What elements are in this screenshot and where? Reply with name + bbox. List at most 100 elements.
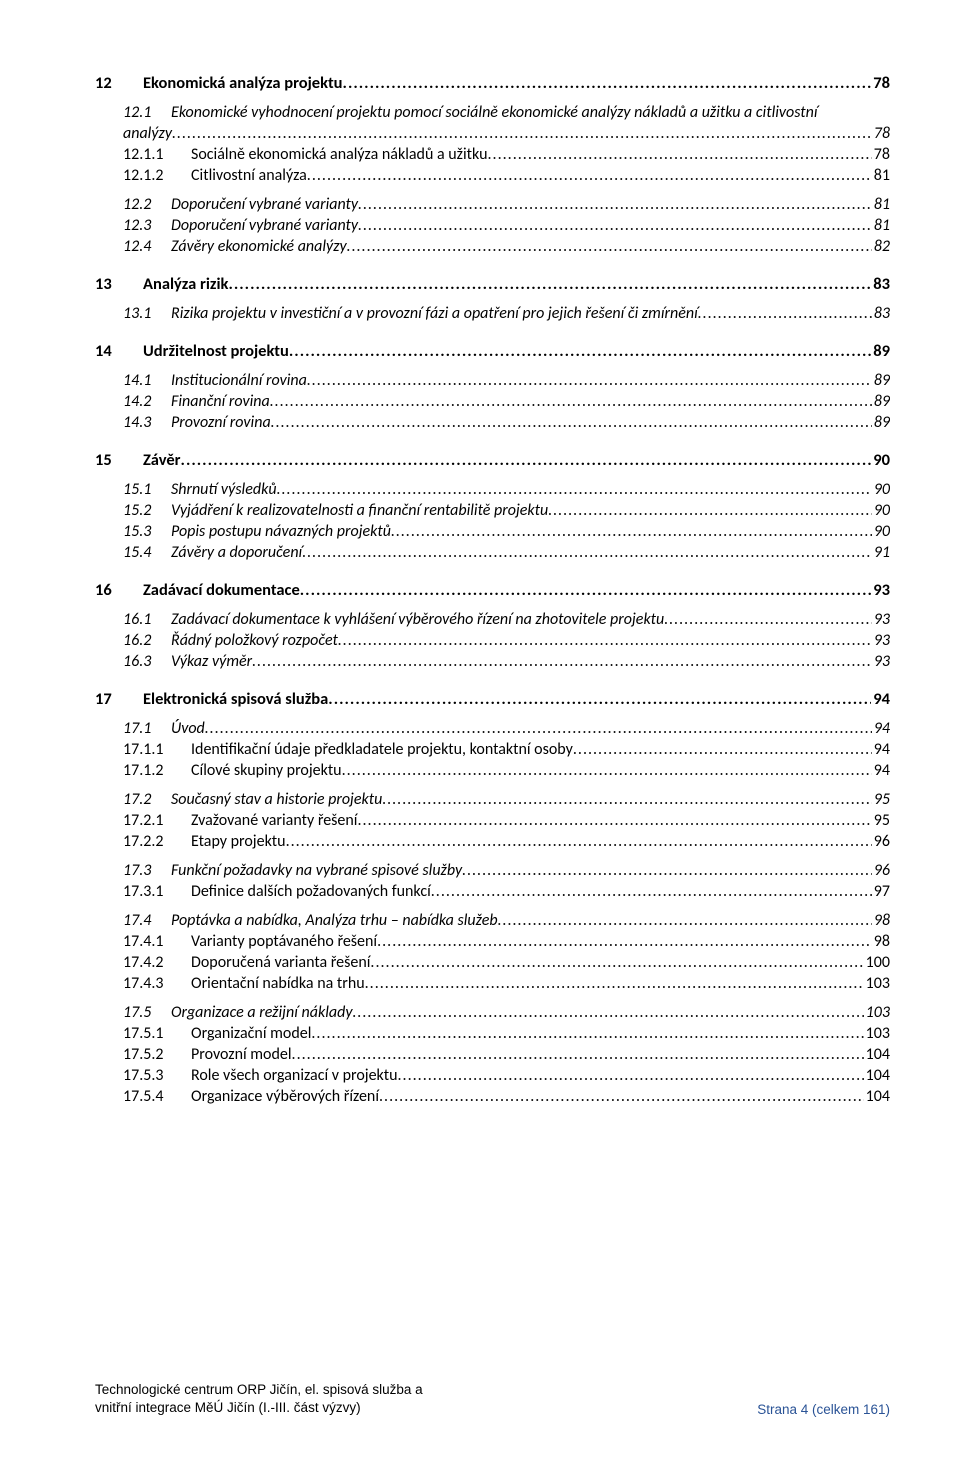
footer-page-number: Strana 4 (celkem 161) [757,1402,890,1417]
toc-entry-number: 12 [95,73,143,93]
toc-entry-title: Ekonomická analýza projektu [143,73,343,93]
toc-entry-number: 16.3 [123,652,171,671]
footer-text-line1: Technologické centrum ORP Jičín, el. spi… [95,1381,423,1399]
toc-leader-dots [252,652,872,671]
toc-entry: 16.1Zadávací dokumentace k vyhlášení výb… [123,610,890,629]
toc-entry-number: 15.3 [123,522,171,541]
toc-leader-dots [228,274,871,294]
toc-entry-page: 81 [872,195,890,214]
toc-entry: analýzy78 [123,124,890,143]
toc-entry-title: Organizace výběrových řízení [191,1087,379,1106]
toc-leader-dots [292,1045,864,1064]
toc-leader-dots [181,450,872,470]
toc-leader-dots [342,761,872,780]
toc-entry-title: Úvod [171,719,205,738]
toc-entry-title: Organizační model [191,1024,311,1043]
toc-entry-number: 17 [95,689,143,709]
toc-entry-number: 12.1.2 [123,166,191,185]
toc-entry-page: 95 [872,790,890,809]
toc-entry-page: 94 [872,719,890,738]
toc-entry: 17.1.1Identifikační údaje předkladatele … [123,740,890,759]
toc-leader-dots [698,304,872,323]
toc-leader-dots [307,166,872,185]
toc-entry-title: Role všech organizací v projektu [191,1066,398,1085]
toc-entry-number: 16.2 [123,631,171,650]
toc-entry-number: 16.1 [123,610,171,629]
toc-entry: 12.3Doporučení vybrané varianty81 [123,216,890,235]
toc-leader-dots [289,341,871,361]
toc-entry-page: 103 [864,1003,890,1022]
toc-entry-number: 12.3 [123,216,171,235]
toc-entry-page: 89 [872,392,890,411]
toc-entry-page: 93 [872,652,890,671]
toc-entry-page: 94 [872,740,890,759]
toc-entry-number: 15 [95,450,143,470]
toc-entry-number: 17.5.2 [123,1045,191,1064]
toc-entry-title: Doporučená varianta řešení [191,953,370,972]
toc-entry: 14Udržitelnost projektu89 [95,341,890,361]
toc-leader-dots [277,480,872,499]
toc-entry: 12.2Doporučení vybrané varianty81 [123,195,890,214]
toc-entry-title: Závěry a doporučení [171,543,302,562]
toc-entry: 14.3Provozní rovina89 [123,413,890,432]
toc-entry-page: 90 [872,522,890,541]
toc-entry-title: Zadávací dokumentace k vyhlášení výběrov… [171,610,664,629]
toc-entry-page: 98 [872,911,890,930]
toc-entry-number: 17.5 [123,1003,171,1022]
toc-entry-number: 14 [95,341,143,361]
toc-entry: 15.4Závěry a doporučení91 [123,543,890,562]
toc-entry-page: 78 [872,145,890,164]
toc-entry-page: 94 [872,761,890,780]
toc-entry-title: Provozní model [191,1045,292,1064]
toc-entry-number: 12.1.1 [123,145,191,164]
toc-entry-page: 98 [872,932,890,951]
toc-leader-dots [377,932,872,951]
toc-entry: 12.1.1Sociálně ekonomická analýza náklad… [123,145,890,164]
toc-leader-dots [302,543,872,562]
toc-entry: 12.4Závěry ekonomické analýzy82 [123,237,890,256]
toc-entry-number: 17.5.4 [123,1087,191,1106]
toc-entry-page: 91 [872,543,890,562]
toc-leader-dots [311,1024,863,1043]
toc-entry: 12Ekonomická analýza projektu78 [95,73,890,93]
toc-entry-number: 17.1 [123,719,171,738]
toc-entry: 17.5.2Provozní model 104 [123,1045,890,1064]
toc-entry: 12.1.2Citlivostní analýza81 [123,166,890,185]
toc-entry-page: 95 [872,811,890,830]
toc-entry: 16Zadávací dokumentace93 [95,580,890,600]
toc-entry: 17.3.1Definice dalších požadovaných funk… [123,882,890,901]
toc-entry-page: 83 [871,274,890,294]
toc-entry-title: Funkční požadavky na vybrané spisové slu… [171,861,462,880]
toc-leader-dots [379,1087,864,1106]
toc-entry-number: 17.5.3 [123,1066,191,1085]
toc-entry-title: Shrnutí výsledků [171,480,277,499]
toc-entry: 17.2.2Etapy projektu96 [123,832,890,851]
toc-entry-title: Závěr [143,450,181,470]
toc-entry: 15.3Popis postupu návazných projektů 90 [123,522,890,541]
toc-entry-number: 17.4.3 [123,974,191,993]
toc-entry: 14.1Institucionální rovina89 [123,371,890,390]
page-footer: Technologické centrum ORP Jičín, el. spi… [95,1381,890,1417]
toc-leader-dots [365,974,864,993]
toc-entry-page: 90 [872,480,890,499]
toc-entry-title: Institucionální rovina [171,371,307,390]
toc-entry-title: Finanční rovina [171,392,270,411]
toc-leader-dots [271,413,872,432]
toc-entry-page: 81 [872,166,890,185]
toc-entry-page: 93 [872,610,890,629]
toc-leader-dots [300,580,872,600]
toc-leader-dots [370,953,863,972]
toc-entry: 17.4.3Orientační nabídka na trhu103 [123,974,890,993]
toc-entry-page: 96 [872,832,890,851]
toc-leader-dots [488,145,872,164]
toc-entry-title: Vyjádření k realizovatelnosti a finanční… [171,501,548,520]
toc-entry-page: 104 [864,1045,890,1064]
toc-entry-title: Popis postupu návazných projektů [171,522,391,541]
toc-entry-number: 17.3 [123,861,171,880]
toc-entry: 17.1.2Cílové skupiny projektu94 [123,761,890,780]
toc-leader-dots [498,911,872,930]
toc-entry: 17.5.1Organizační model103 [123,1024,890,1043]
toc-entry-number: 16 [95,580,143,600]
toc-leader-dots [286,832,872,851]
toc-entry-number: 17.1.2 [123,761,191,780]
